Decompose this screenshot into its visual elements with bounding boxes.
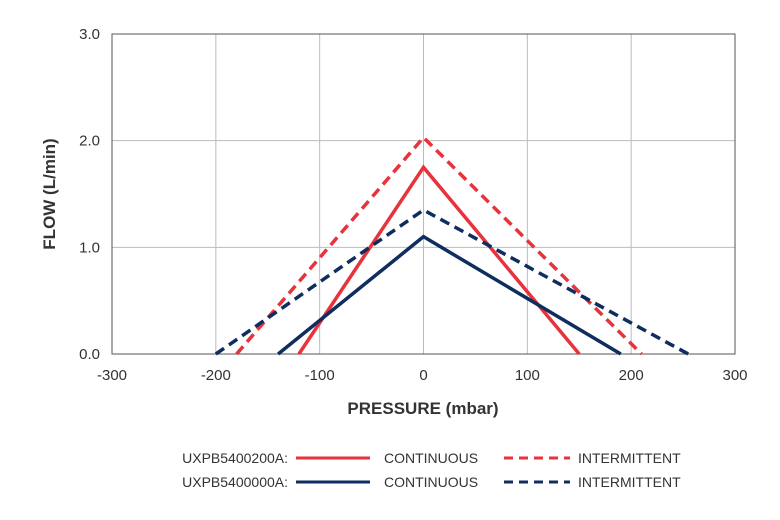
legend: UXPB5400200A: CONTINUOUS INTERMITTENT UX…	[0, 448, 780, 498]
legend-intermittent-label: INTERMITTENT	[578, 450, 681, 466]
legend-continuous-label: CONTINUOUS	[384, 450, 479, 466]
y-tick-label: 0.0	[79, 346, 100, 363]
legend-row-red: UXPB5400200A: CONTINUOUS INTERMITTENT	[0, 448, 780, 468]
x-tick-label: 200	[619, 367, 644, 384]
x-tick-label: 0	[419, 367, 427, 384]
flow-pressure-chart: -300 -200 -100 0 100 200 300 0.0 1.0 2.0 3.0 PRES…	[40, 26, 748, 418]
series-line-continuous-red	[297, 164, 581, 356]
y-axis-title: FLOW (L/min)	[40, 138, 59, 249]
y-tick-label: 1.0	[79, 239, 100, 256]
series-line-intermittent-navy	[214, 207, 690, 356]
x-tick-label: -200	[201, 367, 231, 384]
x-tick-label: 100	[515, 367, 540, 384]
legend-solid-line-navy	[296, 480, 370, 484]
series-line-continuous-navy	[277, 234, 622, 356]
y-tick-labels: 0.0 1.0 2.0 3.0	[79, 26, 100, 363]
grid	[112, 34, 735, 354]
legend-dashed-line-red	[504, 456, 570, 460]
legend-model-label: UXPB5400000A:	[182, 474, 288, 490]
legend-continuous-label: CONTINUOUS	[384, 474, 479, 490]
x-axis-title: PRESSURE (mbar)	[347, 399, 498, 418]
y-tick-label: 2.0	[79, 133, 100, 150]
series-lines	[214, 134, 690, 356]
legend-model-label: UXPB5400200A:	[182, 450, 288, 466]
legend-solid-line-red	[296, 456, 370, 460]
x-tick-label: -300	[97, 367, 127, 384]
y-tick-label: 3.0	[79, 26, 100, 43]
plot-frame	[111, 33, 736, 355]
x-tick-labels: -300 -200 -100 0 100 200 300	[97, 367, 748, 384]
x-tick-label: -100	[305, 367, 335, 384]
legend-intermittent-label: INTERMITTENT	[578, 474, 681, 490]
legend-row-navy: UXPB5400000A: CONTINUOUS INTERMITTENT	[0, 472, 780, 492]
x-tick-label: 300	[722, 367, 747, 384]
legend-dashed-line-navy	[504, 480, 570, 484]
